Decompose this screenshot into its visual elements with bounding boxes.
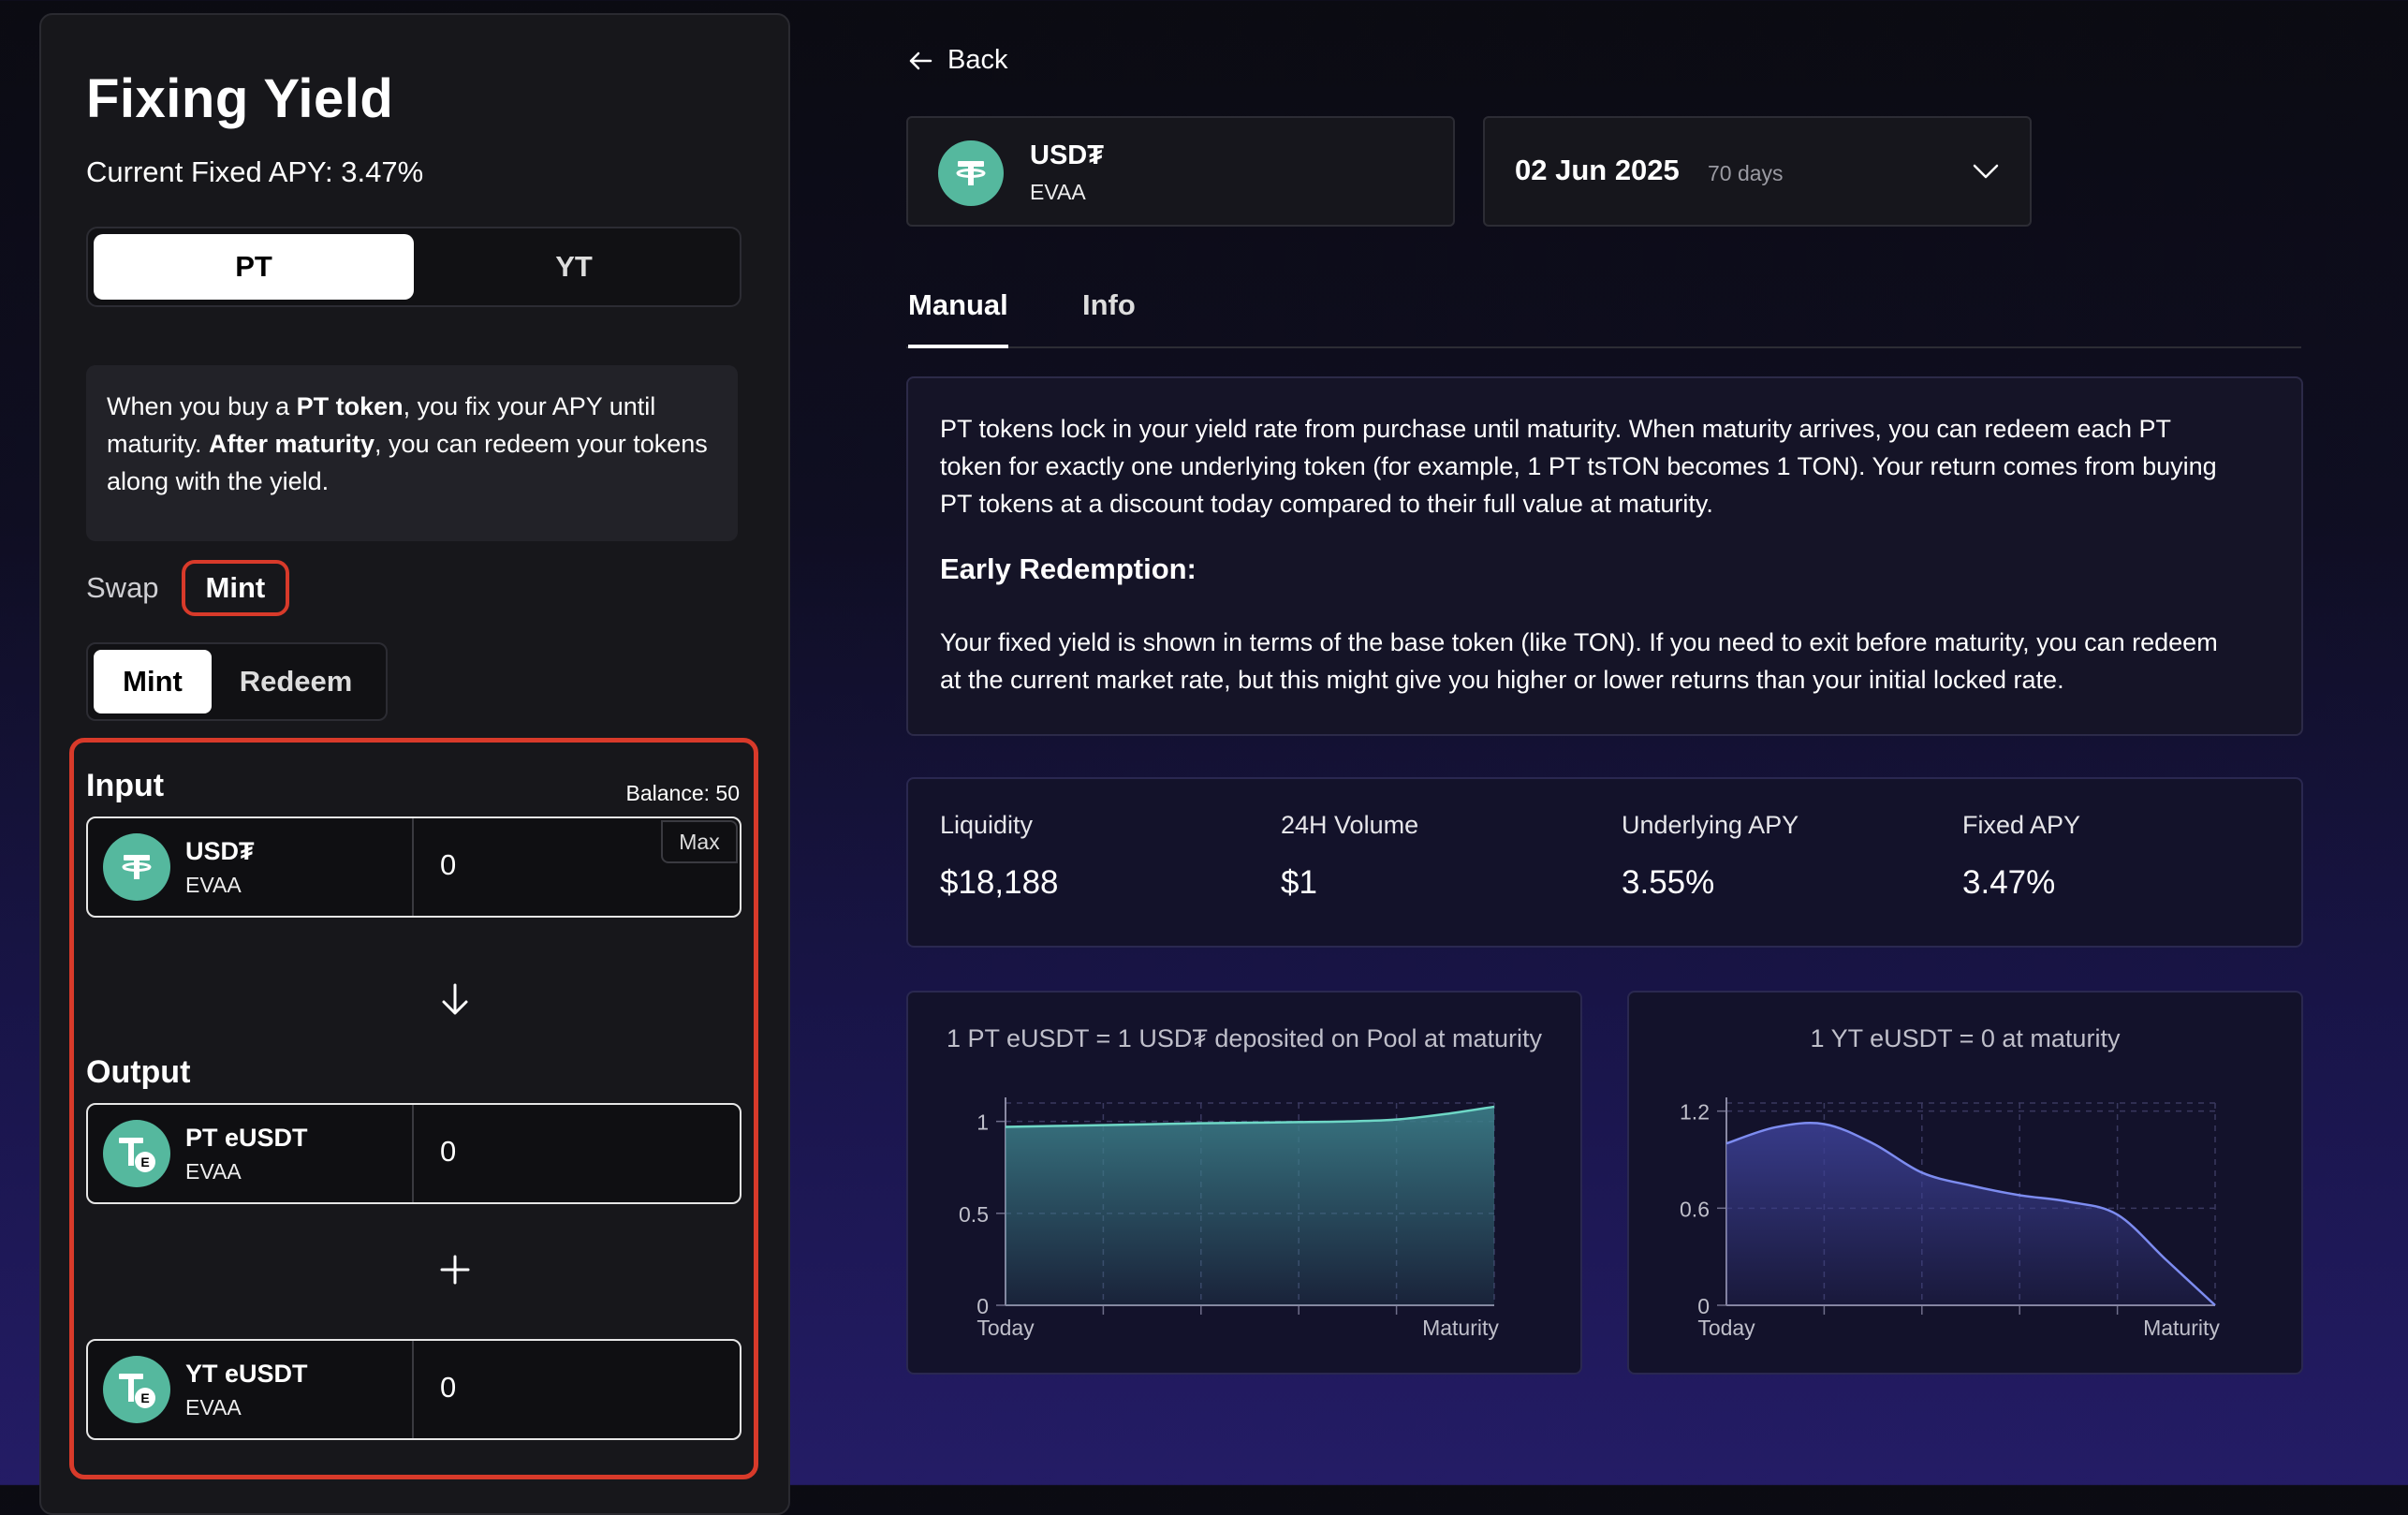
mint-form-highlight (69, 738, 758, 1479)
pt-output-field: E PT eUSDT EVAA 0 (86, 1103, 741, 1204)
yt-chart-svg: 0 0.6 1.2 Today Maturity (1680, 1097, 2220, 1340)
stat-value: $1 (1281, 864, 1317, 901)
arrow-down-icon (442, 983, 468, 1015)
token-type-toggle: PT YT (86, 227, 741, 307)
field-divider (412, 1341, 414, 1438)
chart-title: 1 YT eUSDT = 0 at maturity (1810, 1024, 2121, 1052)
stat-label: Liquidity (940, 811, 1034, 839)
field-divider (412, 1105, 414, 1202)
stat-label: Underlying APY (1622, 811, 1799, 839)
chevron-down-icon (1973, 164, 1999, 179)
pt-token-name: PT eUSDT (185, 1124, 308, 1152)
y-tick-label: 0 (1697, 1294, 1710, 1318)
input-token-field: USD₮ EVAA 0 Max (86, 816, 741, 918)
stat-value: $18,188 (940, 864, 1059, 901)
description-line: at the current market rate, but this mig… (940, 666, 2064, 694)
y-tick-label: 0 (976, 1294, 989, 1318)
y-tick-label: 1.2 (1680, 1100, 1710, 1125)
yt-eusdt-icon: E (103, 1356, 170, 1423)
info-text: , you fix your APY until maturity. (107, 392, 656, 458)
input-token-protocol: EVAA (185, 873, 242, 897)
x-tick-label: Today (1697, 1316, 1755, 1340)
pt-value-chart: 1 PT eUSDT = 1 USD₮ deposited on Pool at… (906, 991, 1582, 1375)
stat-24h-volume: 24H Volume $1 (1281, 811, 1418, 902)
output-label: Output (86, 1054, 191, 1090)
asset-selector[interactable]: USD₮ EVAA (906, 116, 1455, 227)
tether-icon (938, 140, 1004, 206)
yt-value-chart: 1 YT eUSDT = 0 at maturity 0 0.6 1.2 Today M… (1627, 991, 2303, 1375)
stat-value: 3.47% (1962, 864, 2056, 901)
description-box: PT tokens lock in your yield rate from p… (906, 376, 2303, 736)
pt-token-protocol: EVAA (185, 1159, 242, 1184)
area-fill (1006, 1106, 1494, 1305)
asset-name: USD₮ (1030, 140, 1104, 170)
svg-text:E: E (140, 1390, 149, 1405)
mint-tab[interactable]: Mint (94, 650, 212, 713)
mode-selector: Swap Mint (86, 558, 290, 618)
info-text: When you buy a (107, 392, 297, 420)
current-fixed-apy: Current Fixed APY: 3.47% (86, 155, 424, 188)
mint-mode-link[interactable]: Mint (181, 560, 290, 616)
stat-label: Fixed APY (1962, 811, 2081, 839)
stat-label: 24H Volume (1281, 811, 1419, 839)
plus-icon (440, 1255, 470, 1285)
fixing-yield-panel: Fixing Yield Current Fixed APY: 3.47% PT… (39, 13, 790, 1515)
info-text: , you can redeem your tokens along with … (107, 430, 708, 495)
info-bold-after-maturity: After maturity (209, 430, 375, 458)
field-divider (412, 818, 414, 916)
panel-title: Fixing Yield (86, 68, 394, 129)
market-stats: Liquidity $18,188 24H Volume $1 Underlyi… (906, 777, 2303, 948)
yt-output-amount: 0 (440, 1371, 457, 1404)
stat-liquidity: Liquidity $18,188 (940, 811, 1059, 902)
area-fill (1726, 1123, 2215, 1305)
y-tick-label: 1 (976, 1111, 989, 1135)
chart-title: 1 PT eUSDT = 1 USD₮ deposited on Pool at… (946, 1024, 1543, 1052)
tab-manual[interactable]: Manual (908, 288, 1008, 348)
max-button[interactable]: Max (661, 820, 738, 863)
mint-redeem-toggle: Mint Redeem (86, 642, 388, 721)
yt-token-name: YT eUSDT (185, 1360, 308, 1388)
x-tick-label: Maturity (1422, 1316, 1499, 1340)
input-amount[interactable]: 0 (440, 848, 457, 881)
yt-tab[interactable]: YT (555, 250, 593, 283)
svg-text:E: E (140, 1155, 149, 1169)
y-tick-label: 0.6 (1680, 1197, 1710, 1221)
description-line: PT tokens lock in your yield rate from p… (940, 415, 2172, 443)
x-tick-label: Maturity (2143, 1316, 2220, 1340)
series-line (1725, 1122, 2216, 1306)
redeem-tab[interactable]: Redeem (239, 665, 353, 698)
y-tick-label: 0.5 (959, 1202, 989, 1227)
input-label: Input (86, 768, 165, 803)
pt-tab[interactable]: PT (94, 234, 414, 300)
content-tabs: Manual Info (906, 283, 2301, 348)
arrow-left-icon (909, 51, 932, 69)
info-bold-pt-token: PT token (296, 392, 404, 420)
tab-info[interactable]: Info (1082, 288, 1136, 321)
pt-output-amount: 0 (440, 1135, 457, 1168)
maturity-dropdown[interactable]: 02 Jun 2025 70 days (1483, 116, 2032, 227)
input-balance: Balance: 50 (625, 781, 740, 805)
description-line: Your fixed yield is shown in terms of th… (940, 628, 2218, 656)
maturity-date: 02 Jun 2025 (1515, 154, 1680, 186)
back-label: Back (947, 45, 1008, 75)
input-token-name: USD₮ (185, 837, 255, 865)
early-redemption-heading: Early Redemption: (940, 552, 1197, 585)
swap-mode-link[interactable]: Swap (86, 571, 159, 604)
back-button[interactable]: Back (906, 45, 1007, 76)
stat-value: 3.55% (1622, 864, 1715, 901)
description-line: token for exactly one underlying token (… (940, 452, 2217, 480)
days-remaining: 70 days (1708, 161, 1784, 185)
description-line: PT tokens at a discount today compared t… (940, 490, 1713, 518)
yt-token-protocol: EVAA (185, 1395, 242, 1419)
series-line (1005, 1105, 1495, 1128)
pt-info-box: When you buy a PT token, you fix your AP… (86, 365, 738, 541)
tether-icon (103, 833, 170, 901)
stat-underlying-apy: Underlying APY 3.55% (1622, 811, 1799, 902)
stat-fixed-apy: Fixed APY 3.47% (1962, 811, 2080, 902)
asset-protocol: EVAA (1030, 180, 1086, 204)
pt-chart-svg: 0 0.5 1 Today Maturity (959, 1097, 1499, 1340)
x-tick-label: Today (976, 1316, 1035, 1340)
pt-eusdt-icon: E (103, 1120, 170, 1187)
yt-output-field: E YT eUSDT EVAA 0 (86, 1339, 741, 1440)
